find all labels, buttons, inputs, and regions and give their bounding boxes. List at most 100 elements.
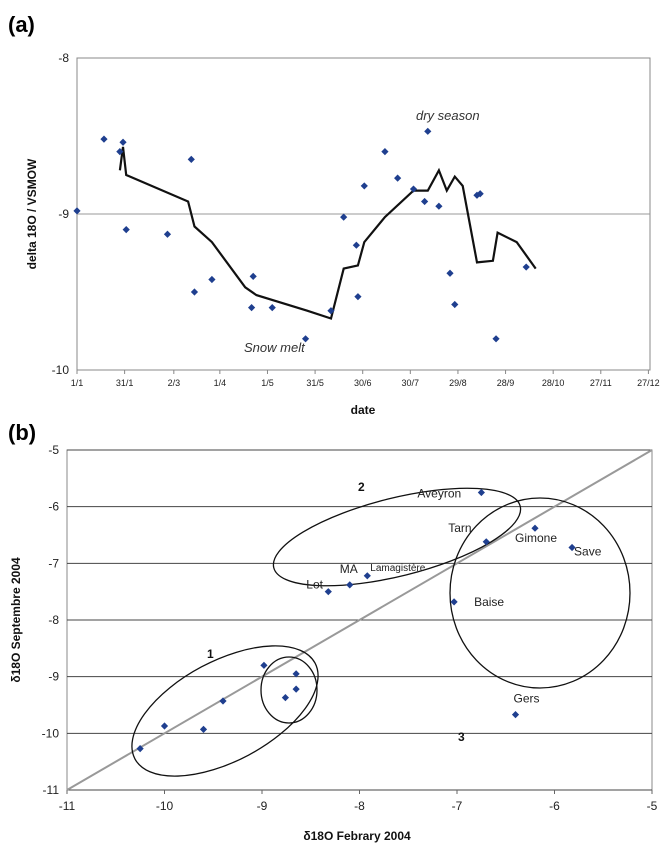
panel-a-x-axis-title: date <box>351 403 376 417</box>
panel-a-data-point <box>352 241 360 249</box>
panel-a-chart: (a) -8 -9 -10 1/1 31/1 2/3 1/4 1/5 31/5 30/6 30/7… <box>8 12 660 417</box>
panel-a-x-tick-label: 2/3 <box>168 378 181 388</box>
point-tarn <box>482 538 490 546</box>
panel-b-chart: (b) -5 -6 -7 -8 -9 -10 -11 -11 -10 -9 -8 -7 -6 -5 Lo… <box>8 420 658 843</box>
panel-a-data-point <box>473 191 481 199</box>
point-lot <box>324 588 332 596</box>
panel-b-x-tick-label: -7 <box>452 799 463 813</box>
panel-a-x-tick-label: 27/11 <box>590 378 612 388</box>
group-1-label: 1 <box>207 647 214 661</box>
point-baise <box>450 598 458 606</box>
panel-a-data-point <box>492 335 500 343</box>
group-2-ellipse <box>272 487 522 587</box>
panel-a-x-tick-label: 1/4 <box>214 378 227 388</box>
group-3-ellipse <box>449 497 631 689</box>
panel-b-data-point <box>281 694 289 702</box>
panel-a-data-point <box>119 138 127 146</box>
point-label-aveyron: Aveyron <box>417 487 461 501</box>
panel-a-data-point <box>187 155 195 163</box>
panel-b-x-tick-label: -9 <box>257 799 268 813</box>
panel-b-y-tick-label: -6 <box>48 500 59 514</box>
panel-b-data-point <box>160 722 169 730</box>
panel-a-x-tick-label: 28/10 <box>542 378 565 388</box>
point-label-lamagistère: Lamagistère <box>370 563 425 574</box>
panel-a-data-point <box>247 304 256 312</box>
panel-a-data-point <box>360 182 368 190</box>
group-3-label: 3 <box>458 730 465 744</box>
panel-a-data-point <box>340 213 348 221</box>
panel-a-x-tick-label: 31/5 <box>306 378 324 388</box>
panel-a-data-point <box>522 263 530 271</box>
panel-a-y-axis-title: delta 18O / VSMOW <box>25 158 39 269</box>
panel-a-data-point <box>409 185 418 193</box>
panel-b-data-point <box>219 697 227 705</box>
panel-b-x-tick-label: -6 <box>549 799 560 813</box>
point-label-save: Save <box>574 544 602 558</box>
panel-a-data-point <box>435 202 443 210</box>
point-label-gers: Gers <box>514 692 540 706</box>
panel-a-x-tick-label: 1/5 <box>261 378 274 388</box>
panel-a-data-point <box>421 197 429 206</box>
panel-b-data-point <box>260 661 268 669</box>
panel-a-x-tick-label: 30/7 <box>402 378 420 388</box>
panel-a-y-tick-label: -8 <box>58 51 69 65</box>
panel-a-data-point <box>476 190 484 198</box>
panel-a-x-tick-label: 1/1 <box>71 378 84 388</box>
group-2-label: 2 <box>358 480 365 494</box>
point-gimone <box>531 524 539 532</box>
panel-b-y-tick-label: -7 <box>48 556 59 570</box>
panel-b-y-tick-label: -8 <box>48 613 59 627</box>
point-label-ma: MA <box>340 562 358 576</box>
panel-a-data-point <box>446 269 454 277</box>
point-gers <box>511 711 520 719</box>
panel-b-x-axis-title: δ18O Febrary 2004 <box>303 829 411 843</box>
panel-a-data-point <box>354 293 362 301</box>
point-ma <box>346 581 354 589</box>
panel-a-data-point <box>394 174 402 182</box>
group-1-ellipse <box>131 645 319 777</box>
panel-a-data-point <box>301 335 310 343</box>
panel-b-y-axis-title: δ18O Septembre 2004 <box>9 557 23 683</box>
panel-b-data-point <box>292 670 300 678</box>
panel-b-data-point <box>199 725 208 733</box>
group-1-inner-circle <box>260 656 318 724</box>
panel-a-label: (a) <box>8 12 35 37</box>
panel-b-x-tick-label: -11 <box>59 799 76 813</box>
panel-a-data-point <box>249 272 257 280</box>
point-label-lot: Lot <box>306 578 323 592</box>
panel-a-data-point <box>208 275 216 284</box>
point-label-baise: Baise <box>474 595 504 609</box>
panel-a-data-point <box>116 148 124 156</box>
panel-a-y-tick-label: -10 <box>52 363 70 377</box>
panel-a-y-tick-label: -9 <box>58 207 69 221</box>
panel-a-x-tick-label: 30/6 <box>354 378 372 388</box>
annotation-dry-season: dry season <box>416 108 480 123</box>
point-label-gimone: Gimone <box>515 531 557 545</box>
panel-a-trend-line <box>118 146 537 320</box>
panel-b-data-point <box>292 685 300 693</box>
point-save <box>568 543 576 552</box>
panel-b-data-point <box>136 745 144 753</box>
panel-a-x-tick-label: 31/1 <box>116 378 134 388</box>
point-aveyron <box>477 488 485 497</box>
panel-a-data-point <box>73 207 81 215</box>
panel-a-data-point <box>381 148 389 156</box>
panel-b-x-tick-label: -5 <box>647 799 658 813</box>
panel-b-x-tick-label: -8 <box>354 799 365 813</box>
panel-a-data-point <box>424 127 432 135</box>
panel-a-data-point <box>122 226 130 234</box>
panel-b-y-tick-label: -5 <box>48 443 59 457</box>
panel-b-y-tick-label: -11 <box>43 783 60 797</box>
annotation-snow-melt: Snow melt <box>244 340 306 355</box>
point-label-tarn: Tarn <box>448 521 471 535</box>
panel-a-data-point <box>268 304 276 312</box>
point-lamagistère <box>363 572 371 580</box>
panel-a-x-tick-label: 29/8 <box>449 378 467 388</box>
panel-a-data-point <box>451 300 459 309</box>
panel-b-label: (b) <box>8 420 36 445</box>
one-to-one-reference-line <box>66 449 653 791</box>
panel-a-data-point <box>190 288 199 296</box>
panel-a-data-point <box>163 230 172 238</box>
